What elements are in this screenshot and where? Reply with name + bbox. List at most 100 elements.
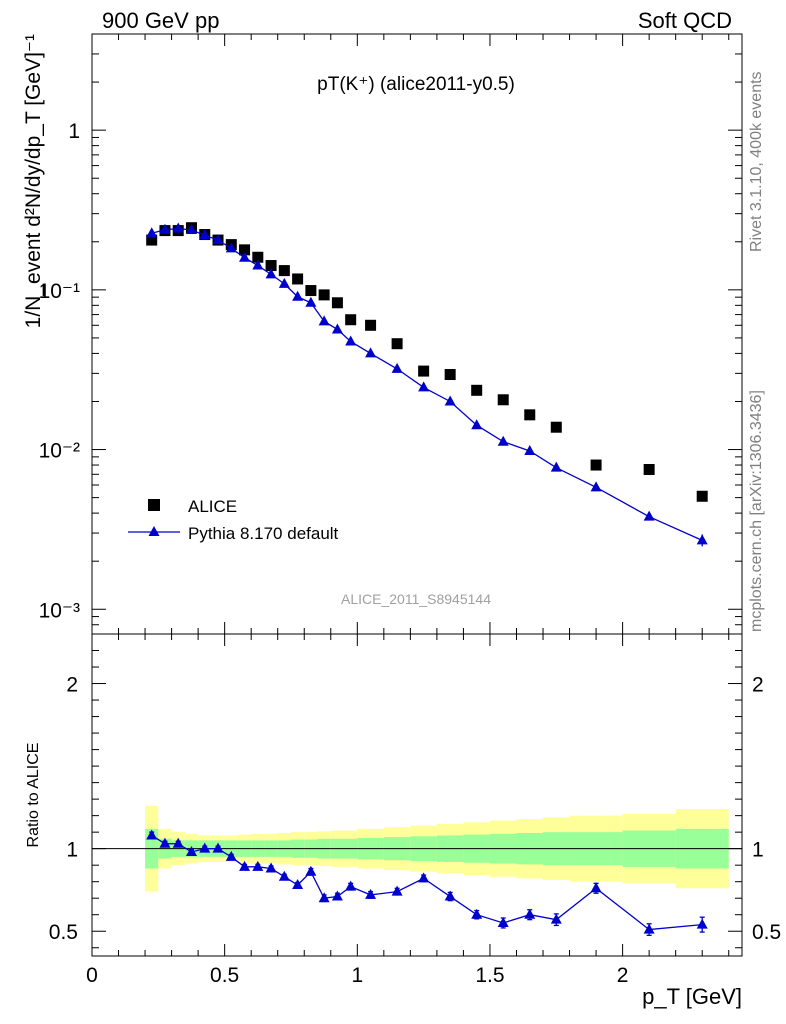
ratio-point — [391, 885, 403, 896]
ratio-point — [524, 908, 536, 919]
pythia-point — [497, 435, 509, 446]
pythia-point — [331, 323, 343, 334]
alice-point — [391, 338, 403, 350]
alice-point — [444, 369, 456, 381]
alice-point — [471, 384, 483, 396]
alice-point — [696, 490, 708, 502]
x-tick-label: 2 — [617, 964, 629, 987]
ratio-point — [471, 908, 483, 919]
pythia-point — [199, 229, 211, 240]
alice-point — [550, 421, 562, 433]
alice-point — [365, 319, 377, 331]
analysis-watermark: ALICE_2011_S8945144 — [341, 591, 491, 607]
ratio-point — [331, 890, 343, 901]
alice-point — [331, 297, 343, 309]
pythia-point — [590, 481, 602, 492]
ratio-point — [185, 845, 197, 856]
ratio-y-tick-label-left: 1 — [66, 839, 78, 862]
ratio-uncertainty-bands — [92, 805, 742, 892]
pythia-point — [524, 444, 536, 455]
pythia-point — [252, 259, 264, 270]
pythia-point — [239, 251, 251, 262]
ratio-point — [345, 880, 357, 891]
axis-labels-group: 0 0.5 1 1.5 2 10⁻³ 10⁻² 10⁻¹ 1 0.5 0.5 1 1 2 2 ALICE Pyt… — [22, 34, 781, 1009]
pythia-point — [146, 227, 158, 238]
ratio-point — [590, 882, 602, 893]
pythia-point — [318, 315, 330, 326]
ratio-point — [292, 878, 304, 889]
ratio-point — [643, 923, 655, 934]
pythia-point — [212, 234, 224, 245]
x-tick-label: 1 — [351, 964, 363, 987]
ratio-point — [696, 918, 708, 929]
pythia-point — [345, 335, 357, 346]
alice-point — [278, 265, 290, 277]
ratio-y-tick-label-left: 2 — [66, 674, 78, 697]
ratio-point — [252, 860, 264, 871]
ratio-point — [305, 865, 317, 876]
source-label: mcplots.cern.ch [arXiv:1306.3436] — [748, 390, 765, 632]
pythia-point — [225, 242, 237, 253]
x-tick-label: 1.5 — [475, 964, 504, 987]
ratio-point — [225, 850, 237, 861]
ratio-point — [172, 837, 184, 848]
pythia-point — [265, 268, 277, 279]
pythia-point — [159, 223, 171, 234]
ratio-y-axis-label: Ratio to ALICE — [25, 743, 42, 848]
ratio-y-tick-label-left: 0.5 — [49, 921, 78, 944]
alice-point — [265, 260, 277, 272]
ratio-point — [212, 842, 224, 853]
ratio-point — [550, 913, 562, 924]
alice-point — [345, 314, 357, 326]
rivet-version-label: Rivet 3.1.10, 400k events — [748, 71, 765, 252]
y-tick-label: 10⁻² — [39, 440, 80, 463]
legend-pythia-marker — [148, 526, 160, 536]
pythia-point — [185, 224, 197, 235]
legend-pythia-label: Pythia 8.170 default — [188, 524, 339, 543]
legend-alice-marker — [148, 499, 160, 511]
ratio-point — [199, 842, 211, 853]
pythia-line — [151, 227, 703, 541]
alice-point — [146, 234, 158, 246]
ratio-point — [265, 862, 277, 873]
alice-point — [418, 365, 430, 377]
alice-point — [318, 289, 330, 301]
alice-point — [643, 464, 655, 476]
ratio-point — [146, 829, 158, 840]
x-axis-label: p_T [GeV] — [642, 984, 742, 1009]
ratio-data-marks — [146, 829, 708, 937]
legend-alice-label: ALICE — [188, 497, 237, 516]
pythia-point — [292, 290, 304, 301]
main-data-marks — [146, 222, 708, 547]
alice-point — [239, 244, 251, 256]
ratio-y-tick-label-right: 0.5 — [752, 921, 781, 944]
header-right-label: Soft QCD — [637, 8, 732, 33]
header-left-label: 900 GeV pp — [102, 8, 220, 33]
ratio-point — [365, 888, 377, 899]
pythia-point — [550, 461, 562, 472]
alice-point — [305, 285, 317, 297]
alice-point — [292, 273, 304, 285]
ratio-point — [418, 872, 430, 883]
alice-point — [590, 459, 602, 471]
pythia-point — [418, 381, 430, 392]
pythia-point — [172, 222, 184, 233]
main-y-axis-label: 1/N_event d²N/dy/dp_T [GeV]⁻¹ — [22, 34, 45, 328]
alice-point — [524, 409, 536, 421]
pythia-point — [391, 362, 403, 373]
y-tick-label: 10⁻¹ — [39, 280, 80, 303]
pythia-point — [444, 395, 456, 406]
pythia-point — [305, 296, 317, 307]
alice-point — [252, 251, 264, 263]
ratio-y-tick-label-right: 1 — [752, 839, 764, 862]
pythia-point — [278, 277, 290, 288]
ratio-point — [318, 892, 330, 903]
main-frame — [91, 33, 743, 635]
plot-title: pT(K⁺) (alice2011-y0.5) — [317, 74, 515, 95]
ratio-frame — [91, 633, 743, 957]
ratio-point — [444, 890, 456, 901]
ratio-y-tick-label-right: 2 — [752, 674, 764, 697]
ratio-point — [278, 870, 290, 881]
pythia-point — [471, 419, 483, 430]
